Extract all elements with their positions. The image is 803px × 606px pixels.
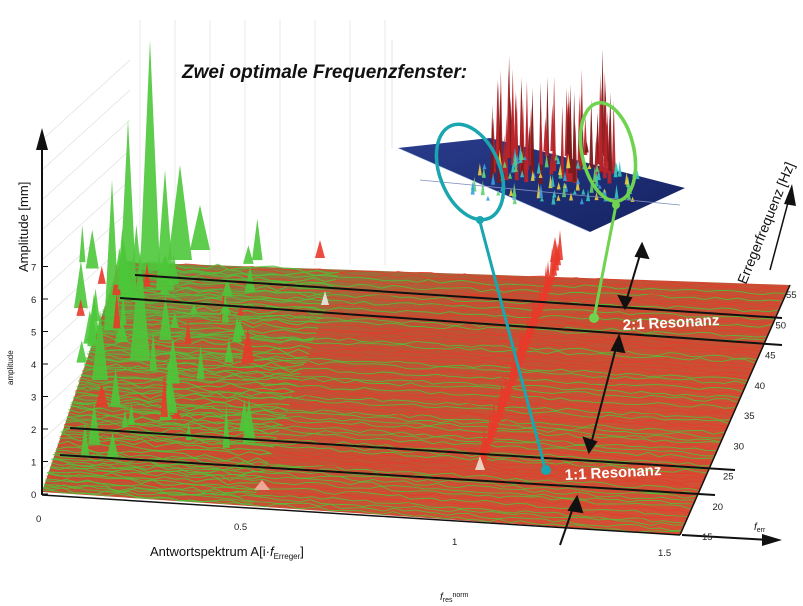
y-tick-label: 7 <box>31 263 36 274</box>
z-arrow-head <box>784 184 796 206</box>
z-ticks: 15 20 25 30 35 40 45 50 55 <box>702 290 797 543</box>
arrow-2to1-gap <box>617 241 650 311</box>
chart-title: Zwei optimale Frequenzfenster: <box>181 62 467 83</box>
y-tick-label: 5 <box>31 328 36 339</box>
y-axis-inner-label: amplitude <box>6 350 15 385</box>
green-connector-end <box>589 313 599 323</box>
spectrum-peaks <box>73 40 563 490</box>
x-ticks: 0 0.5 1 1.5 <box>36 514 671 559</box>
z-tick-label: 25 <box>723 472 734 483</box>
y-tick-label: 4 <box>31 360 36 371</box>
arrow-between-resonances <box>582 333 626 455</box>
green-connector <box>592 204 618 319</box>
x-tick-label: 0 <box>36 514 41 525</box>
z-tick-label: 40 <box>755 381 766 392</box>
resonance-line-1to1-b <box>59 454 716 496</box>
z-tick-label: 20 <box>713 502 724 513</box>
resonance-label-2to1: 2:1 Resonanz <box>622 312 719 334</box>
x-tick-label: 1.5 <box>658 548 671 559</box>
y-tick-label: 3 <box>31 393 36 404</box>
green-connector-start <box>612 201 620 209</box>
y-axis-arrow <box>36 128 48 150</box>
inset-spectrum-map <box>391 40 685 233</box>
bottom-arrow-head <box>762 534 782 546</box>
inset-peaks <box>419 48 681 206</box>
z-tick-label: 15 <box>702 532 713 543</box>
z-arrow-line <box>769 194 791 271</box>
cyan-connector-end <box>541 465 551 475</box>
z-tick-label: 50 <box>776 320 787 331</box>
resonance-line-2to1-a <box>134 274 783 319</box>
z-tick-label: 35 <box>744 411 755 422</box>
x-axis-label: Antwortspektrum A[i·fErreger] <box>150 544 304 561</box>
cyan-highlight-ellipse <box>434 122 506 222</box>
y-tick-label: 2 <box>31 425 36 436</box>
y-tick-label: 6 <box>31 295 36 306</box>
y-axis-label: Amplitude [mm] <box>16 182 31 272</box>
cyan-connector-start <box>476 216 484 224</box>
resonance-line-2to1-b <box>119 297 783 346</box>
y-tick-label: 0 <box>31 490 36 501</box>
z-tick-label: 55 <box>786 290 797 301</box>
z-axis-line <box>679 284 791 536</box>
x-tick-label: 1 <box>452 537 457 548</box>
x-axis-line <box>41 494 681 536</box>
y-tick-label: 1 <box>31 458 36 469</box>
x-tick-label: 0.5 <box>234 522 247 533</box>
arrow-1to1-bottom <box>559 494 584 546</box>
z-tick-label: 30 <box>734 441 745 452</box>
green-highlight-ellipse <box>578 101 638 203</box>
cyan-connector <box>478 221 547 469</box>
z-corner-label: ferr <box>754 522 766 534</box>
z-tick-label: 45 <box>765 351 776 362</box>
x-bottom-label: fresnorm <box>440 592 469 604</box>
z-axis-label: Erregerfrequenz [Hz] <box>734 160 798 286</box>
resonance-line-1to1-a <box>69 427 736 471</box>
resonance-label-1to1: 1:1 Resonanz <box>564 462 661 484</box>
y-ticks: 0 1 2 3 4 5 6 7 <box>31 263 48 501</box>
z-axis-bottom-arrow-line <box>681 534 771 541</box>
